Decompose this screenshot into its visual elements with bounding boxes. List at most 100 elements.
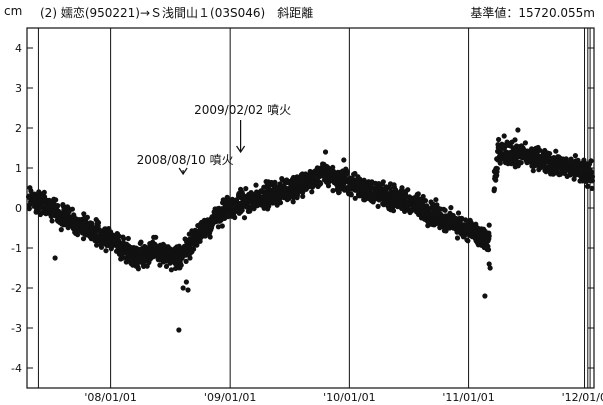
data-point bbox=[330, 188, 336, 194]
outlier-point bbox=[515, 127, 521, 133]
x-tick-label: '08/01/01 bbox=[84, 391, 136, 404]
data-point bbox=[83, 218, 89, 224]
data-point bbox=[375, 203, 381, 209]
data-points bbox=[26, 127, 596, 333]
outlier-point bbox=[482, 293, 488, 299]
data-point bbox=[325, 183, 332, 189]
data-point bbox=[215, 224, 221, 230]
data-point bbox=[352, 195, 358, 201]
data-point bbox=[390, 208, 397, 214]
data-point bbox=[318, 181, 324, 187]
y-tick-label: -2 bbox=[11, 282, 22, 295]
data-point bbox=[422, 198, 429, 204]
data-point bbox=[75, 232, 81, 238]
data-point bbox=[348, 192, 354, 198]
data-point bbox=[49, 218, 55, 224]
data-point bbox=[116, 233, 122, 239]
y-tick-label: -4 bbox=[11, 362, 22, 375]
data-point bbox=[81, 211, 87, 217]
data-point bbox=[522, 140, 529, 146]
data-point bbox=[241, 215, 248, 221]
data-point bbox=[571, 176, 577, 182]
data-point bbox=[455, 210, 462, 216]
data-point bbox=[491, 186, 497, 192]
chart-title: (2) 嬬恋(950221)→Ｓ浅間山１(03S046) 斜距離 bbox=[40, 6, 314, 20]
data-point bbox=[251, 206, 257, 212]
outlier-point bbox=[501, 133, 507, 139]
axis-ticks: '08/01/01 '09/01/01 '10/01/01 '11/01/01 '12/… bbox=[11, 42, 603, 404]
data-point bbox=[486, 233, 492, 239]
data-point bbox=[94, 242, 100, 248]
y-tick-label: 3 bbox=[15, 82, 22, 95]
annotations: 2008/08/10 噴火 2009/02/02 噴火 bbox=[137, 103, 291, 176]
outlier-point bbox=[341, 157, 347, 163]
data-point bbox=[98, 244, 105, 250]
annotation-label: 2008/08/10 噴火 bbox=[137, 153, 234, 167]
data-point bbox=[405, 187, 411, 193]
data-point bbox=[399, 185, 405, 191]
x-tick-label: '09/01/01 bbox=[204, 391, 256, 404]
data-point bbox=[53, 197, 59, 203]
data-point bbox=[494, 166, 500, 172]
data-point bbox=[572, 153, 579, 159]
data-point bbox=[163, 263, 170, 269]
y-tick-label: 2 bbox=[15, 122, 22, 135]
data-point bbox=[121, 236, 127, 242]
data-point bbox=[344, 169, 350, 175]
data-point bbox=[191, 246, 197, 252]
data-point bbox=[300, 193, 306, 199]
data-point bbox=[485, 247, 492, 253]
data-point bbox=[309, 189, 315, 195]
outlier-point bbox=[183, 279, 189, 285]
x-tick-label: '11/01/01 bbox=[442, 391, 494, 404]
data-point bbox=[69, 206, 75, 212]
data-point bbox=[518, 160, 524, 166]
data-point bbox=[512, 137, 518, 143]
data-point bbox=[84, 214, 90, 220]
outlier-point bbox=[487, 265, 493, 271]
y-tick-label: -3 bbox=[11, 322, 22, 335]
data-point bbox=[58, 227, 64, 233]
data-point bbox=[219, 223, 225, 229]
data-point bbox=[277, 200, 284, 206]
data-point bbox=[585, 183, 591, 189]
data-point bbox=[187, 255, 193, 261]
data-point bbox=[138, 239, 144, 245]
data-point bbox=[415, 191, 421, 197]
data-point bbox=[486, 222, 492, 228]
data-point bbox=[290, 199, 296, 205]
data-point bbox=[168, 267, 174, 273]
data-point bbox=[433, 197, 439, 203]
data-point bbox=[496, 136, 502, 143]
data-point bbox=[28, 188, 34, 194]
data-point bbox=[589, 185, 595, 191]
data-point bbox=[588, 158, 594, 164]
data-point bbox=[380, 179, 386, 185]
data-point bbox=[420, 193, 426, 200]
data-point bbox=[135, 266, 141, 272]
data-point bbox=[336, 189, 342, 195]
y-tick-label: 1 bbox=[15, 162, 22, 175]
data-point bbox=[243, 186, 249, 192]
outlier-point bbox=[180, 285, 186, 291]
outlier-point bbox=[486, 261, 492, 267]
data-point bbox=[442, 207, 448, 213]
data-point bbox=[103, 248, 109, 254]
data-point bbox=[448, 205, 454, 211]
outlier-point bbox=[176, 327, 182, 333]
outlier-point bbox=[185, 287, 191, 293]
data-point bbox=[41, 189, 47, 195]
x-tick-label: '12/01/01 bbox=[562, 391, 603, 404]
x-tick-label: '10/01/01 bbox=[323, 391, 375, 404]
y-unit-label: cm bbox=[4, 4, 23, 18]
data-point bbox=[588, 169, 595, 175]
data-point bbox=[247, 208, 253, 214]
data-point bbox=[232, 214, 238, 221]
data-point bbox=[95, 220, 102, 226]
data-point bbox=[183, 258, 189, 264]
data-point bbox=[465, 238, 471, 244]
outlier-point bbox=[322, 149, 329, 155]
y-tick-label: -1 bbox=[11, 242, 22, 255]
annotation-label: 2009/02/02 噴火 bbox=[194, 103, 291, 117]
data-point bbox=[207, 234, 213, 240]
